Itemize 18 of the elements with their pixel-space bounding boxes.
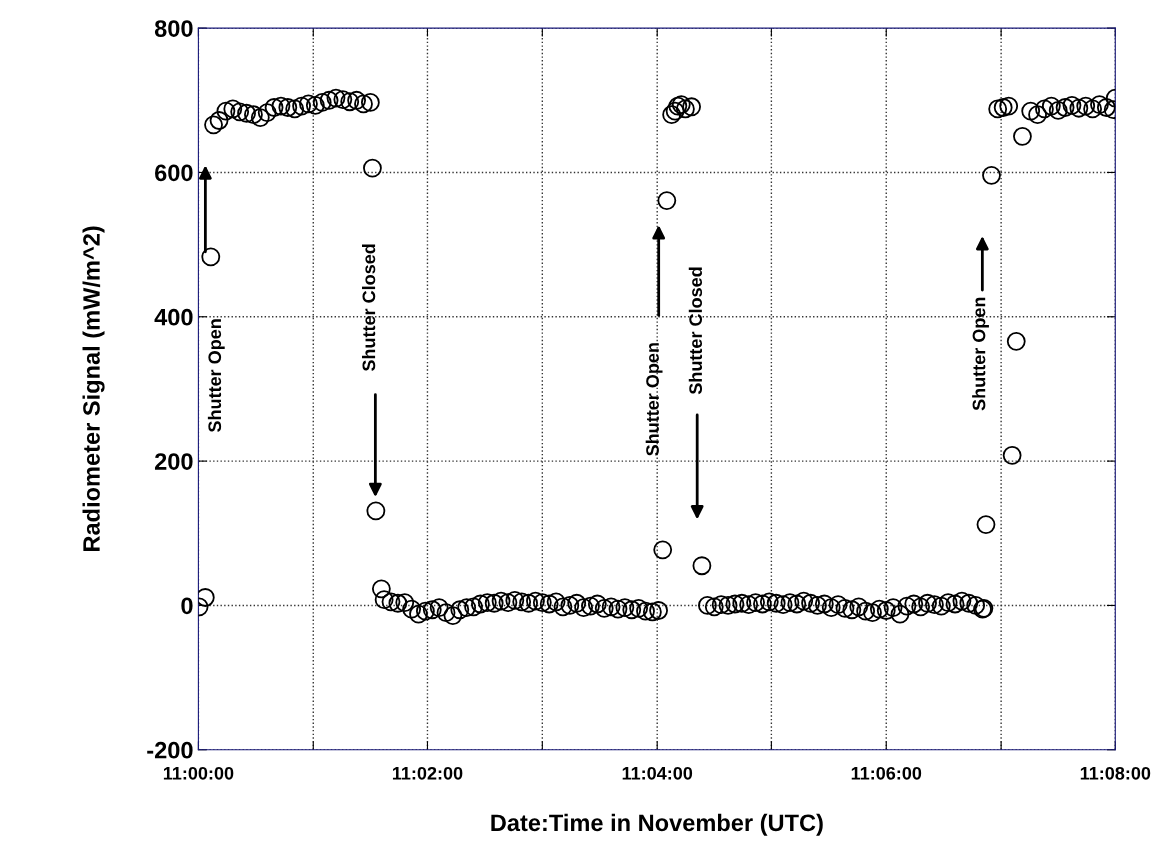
x-tick-label: 11:08:00	[1080, 766, 1151, 780]
y-tick-label: 200	[154, 453, 193, 470]
annotation: Shutter Open	[972, 297, 989, 411]
y-tick-label: 0	[181, 597, 193, 615]
y-tick-label: 600	[155, 164, 193, 182]
y-tick-label: 800	[154, 20, 193, 37]
annotation: Shutter Closed	[362, 244, 376, 372]
x-tick-label: 11:04:00	[622, 766, 693, 780]
x-tick-label: 11:00:00	[163, 766, 234, 780]
x-tick-label: 11:06:00	[851, 766, 922, 780]
annotation: Shutter Open	[645, 343, 663, 456]
y-axis-title: Radiometer Signal (mW/m^2)	[82, 226, 105, 552]
y-tick-label: 400	[154, 308, 193, 326]
x-tick-label: 11:02:00	[392, 766, 463, 780]
annotation: Shutter Closed	[688, 267, 703, 395]
x-axis-title: Date:Time in November (UTC)	[491, 813, 823, 836]
y-tick-label: -200	[147, 741, 193, 759]
annotation: Shutter Open	[207, 319, 225, 433]
